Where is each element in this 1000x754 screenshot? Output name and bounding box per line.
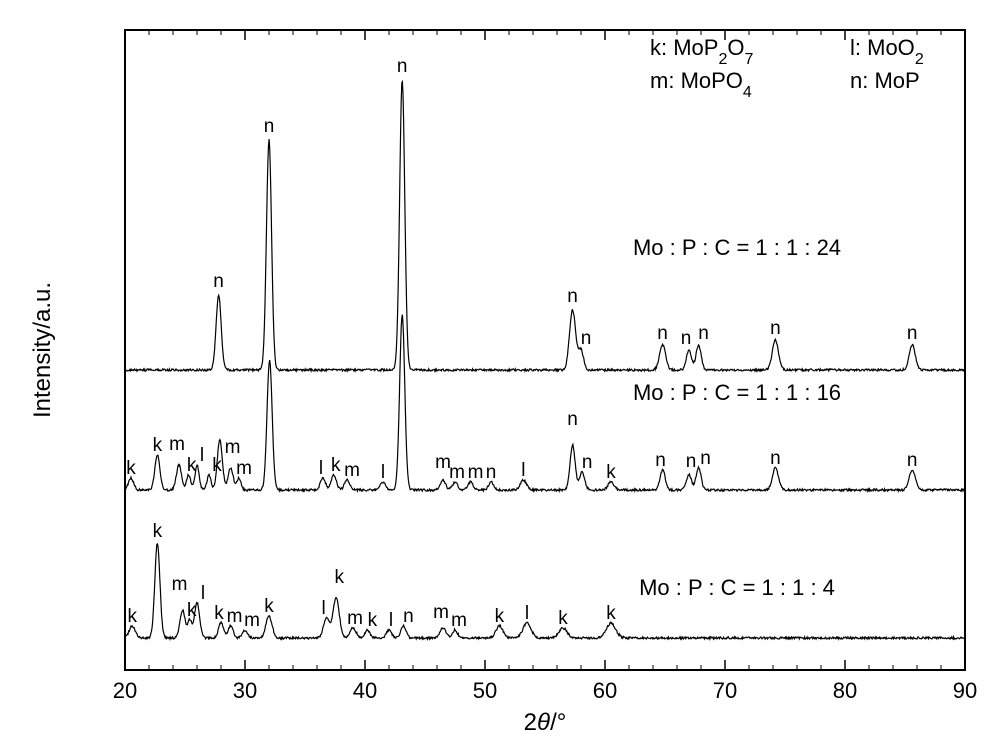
peak-label: l [521,460,525,481]
peak-label: m [433,602,449,623]
peak-label: n [686,451,697,472]
peak-label: n [213,271,224,292]
peak-label: k [214,603,224,624]
peak-label: n [770,448,781,469]
peak-label: m [169,434,185,455]
peak-label: n [582,452,593,473]
peak-label: m [347,608,363,629]
xtick-label: 30 [233,678,257,703]
peak-label: k [153,435,163,456]
ratio-label: Mo : P : C = 1 : 1 : 16 [633,380,841,405]
peak-label: n [397,56,408,77]
x-axis-label: 2θ/° [524,709,567,736]
peak-label: k [187,455,197,476]
peak-label: m [227,606,243,627]
peak-label: k [187,600,197,621]
peak-label: m [172,574,188,595]
peak-label: m [451,610,467,631]
legend-entry: l: MoO2 [850,35,924,68]
peak-label: l [525,603,529,624]
peak-label: k [558,608,568,629]
peak-label: m [244,610,260,631]
peak-label: m [449,462,465,483]
peak-label: k [606,603,616,624]
xtick-label: 90 [953,678,977,703]
xtick-label: 40 [353,678,377,703]
peak-label: k [126,458,136,479]
peak-label: m [344,460,360,481]
peak-label: m [468,462,484,483]
ratio-label: Mo : P : C = 1 : 1 : 4 [639,575,835,600]
peak-label: n [770,318,781,339]
peak-label: n [907,450,918,471]
peak-label: k [212,455,222,476]
peak-label: k [331,455,341,476]
peak-label: k [127,606,137,627]
peak-label: k [153,521,163,542]
peak-label: n [403,606,414,627]
peak-label: k [495,606,505,627]
peak-label: n [264,116,275,137]
peak-label: l [200,445,204,466]
xtick-label: 70 [713,678,737,703]
peak-label: n [657,323,668,344]
peak-label: l [319,458,323,479]
xtick-label: 80 [833,678,857,703]
peak-label: k [606,462,616,483]
peak-label: l [321,598,325,619]
peak-label: n [700,448,711,469]
trace-top [125,82,965,371]
peak-label: n [486,462,497,483]
peak-label: n [655,450,666,471]
legend-entry: m: MoPO4 [650,68,752,101]
peak-label: n [581,328,592,349]
xtick-label: 50 [473,678,497,703]
peak-label: n [698,323,709,344]
peak-label: n [567,286,578,307]
peak-label: l [381,462,385,483]
peak-label: k [368,610,378,631]
y-axis-label: Intensity/a.u. [29,282,56,418]
chart-svg: 20 30 40 50 60 70 80 90 2θ/° Intensity/a.u. k: MoP… [0,0,1000,754]
peak-label: l [389,610,393,631]
peak-label: n [907,323,918,344]
legend-entry: n: MoP [850,68,920,93]
peak-label: m [236,458,252,479]
peak-label: l [201,583,205,604]
legend-entry: k: MoP2O7 [650,35,754,68]
peak-label: n [567,409,578,430]
xtick-label: 60 [593,678,617,703]
xtick-label: 20 [113,678,137,703]
peak-label: k [264,596,274,617]
peak-label: m [225,437,241,458]
xrd-chart: 20 30 40 50 60 70 80 90 2θ/° Intensity/a.u. k: MoP… [0,0,1000,754]
peak-label: k [334,567,344,588]
ratio-label: Mo : P : C = 1 : 1 : 24 [633,235,841,260]
peak-label: n [681,328,692,349]
